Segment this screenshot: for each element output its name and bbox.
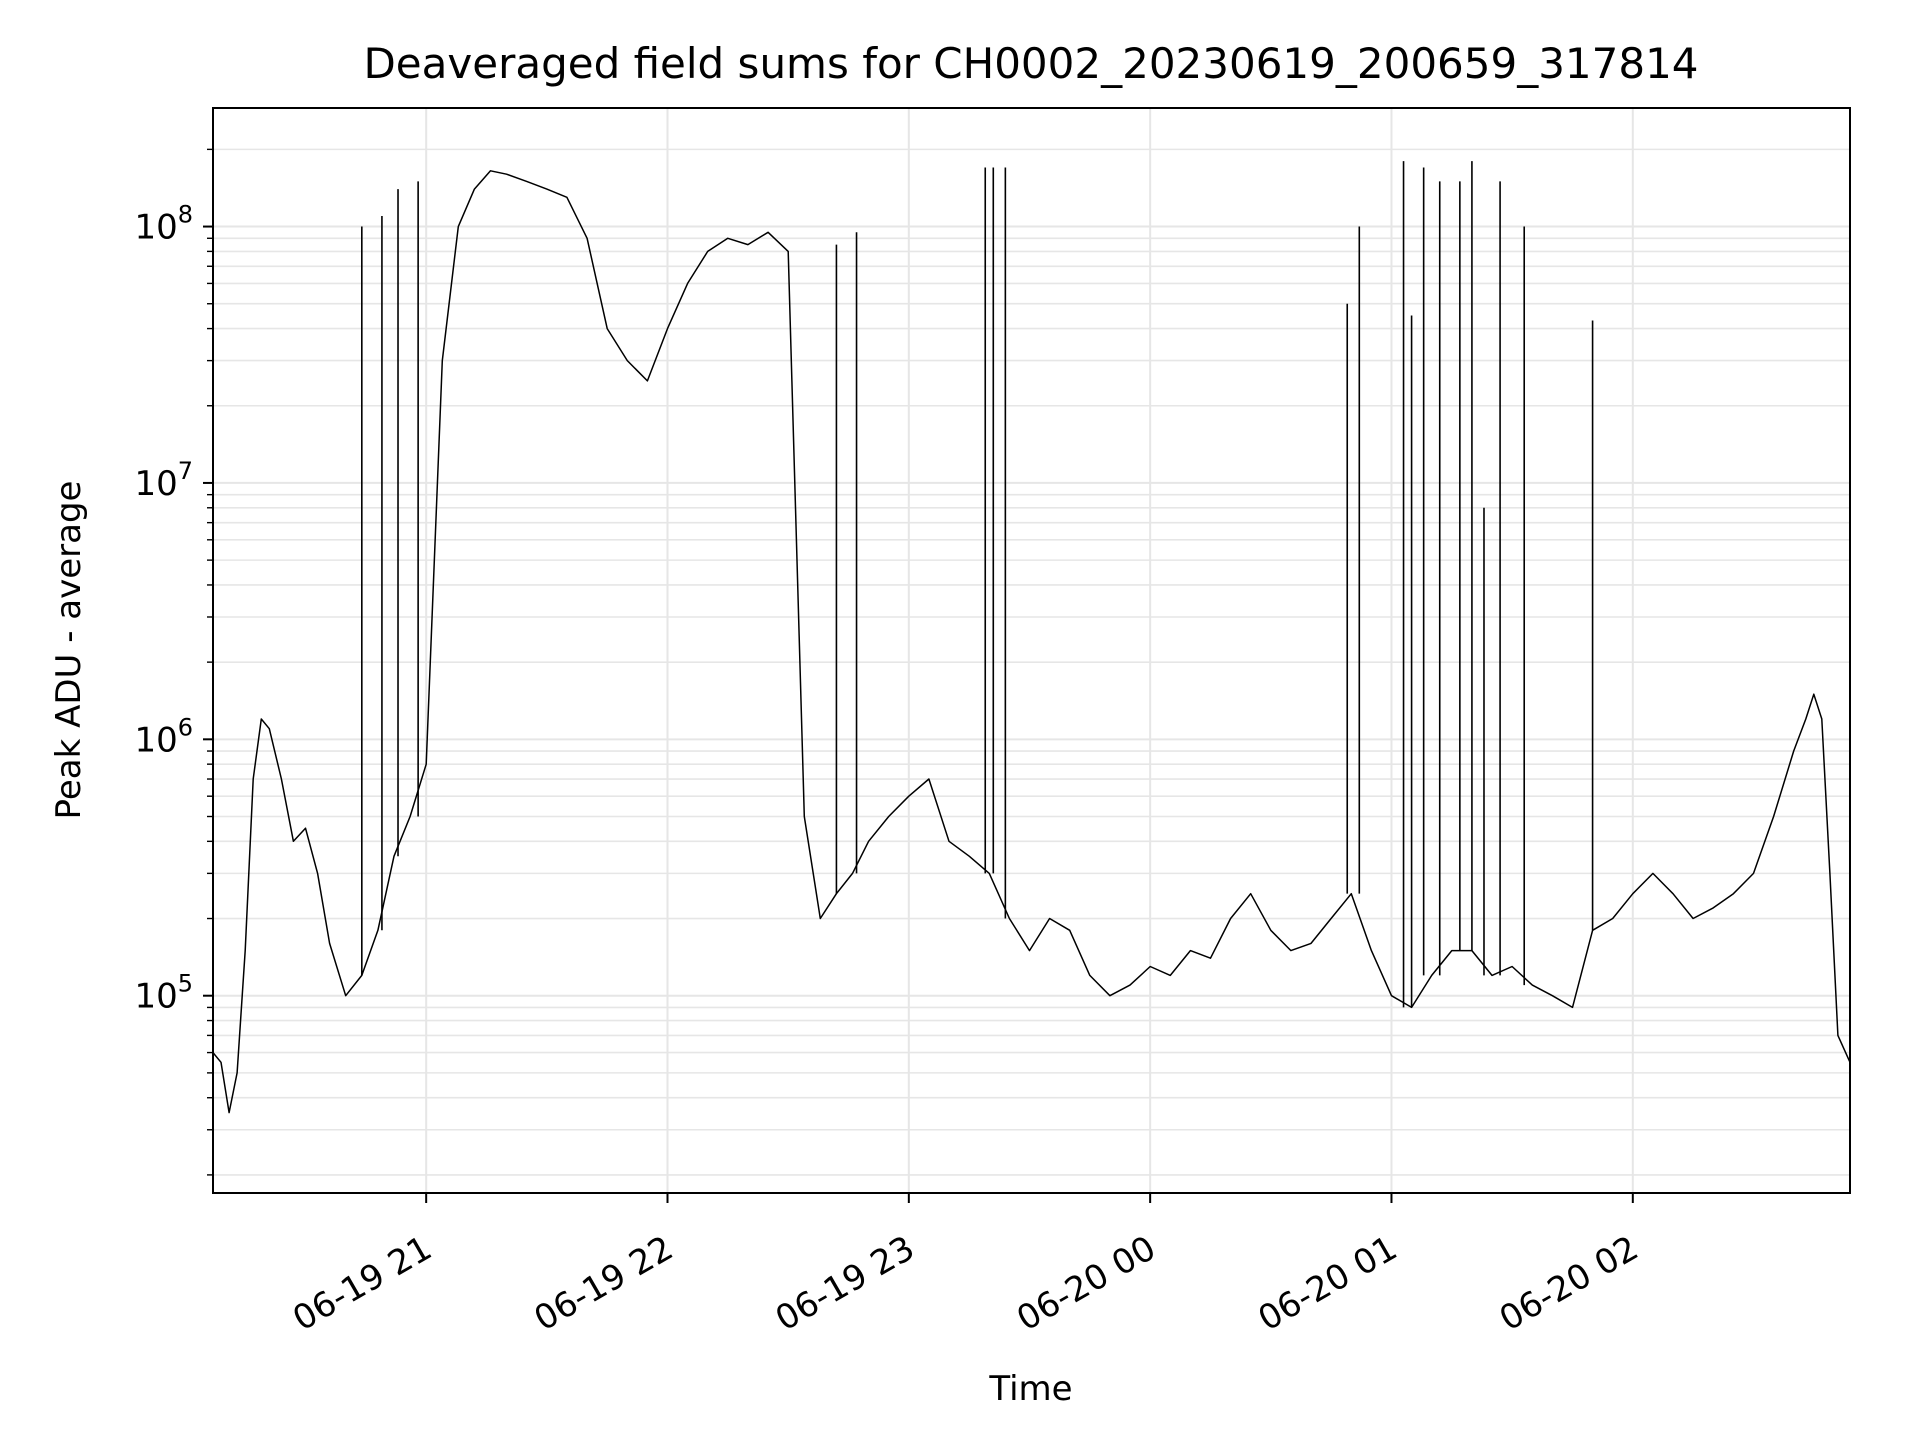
y-tick-exponent: 5 <box>178 970 193 998</box>
y-tick-label: 107 <box>134 457 193 504</box>
y-tick-base: 10 <box>134 977 177 1017</box>
plot-frame <box>212 107 1851 1194</box>
grid <box>213 108 1850 1193</box>
y-axis-label: Peak ADU - average <box>49 481 89 820</box>
x-axis-label: Time <box>988 1369 1072 1409</box>
data-series <box>212 161 1851 1114</box>
y-tick-exponent: 6 <box>178 713 193 741</box>
y-tick-base: 10 <box>134 464 177 504</box>
y-tick-exponent: 8 <box>178 201 193 229</box>
y-tick-label: 105 <box>134 970 193 1017</box>
y-tick-label: 108 <box>134 201 193 248</box>
y-tick-label: 106 <box>134 713 193 760</box>
series-line <box>212 170 1851 1114</box>
y-tick-exponent: 7 <box>178 457 193 485</box>
chart-title: Deaveraged field sums for CH0002_2023061… <box>363 39 1698 88</box>
y-tick-base: 10 <box>134 208 177 248</box>
y-tick-base: 10 <box>134 720 177 760</box>
